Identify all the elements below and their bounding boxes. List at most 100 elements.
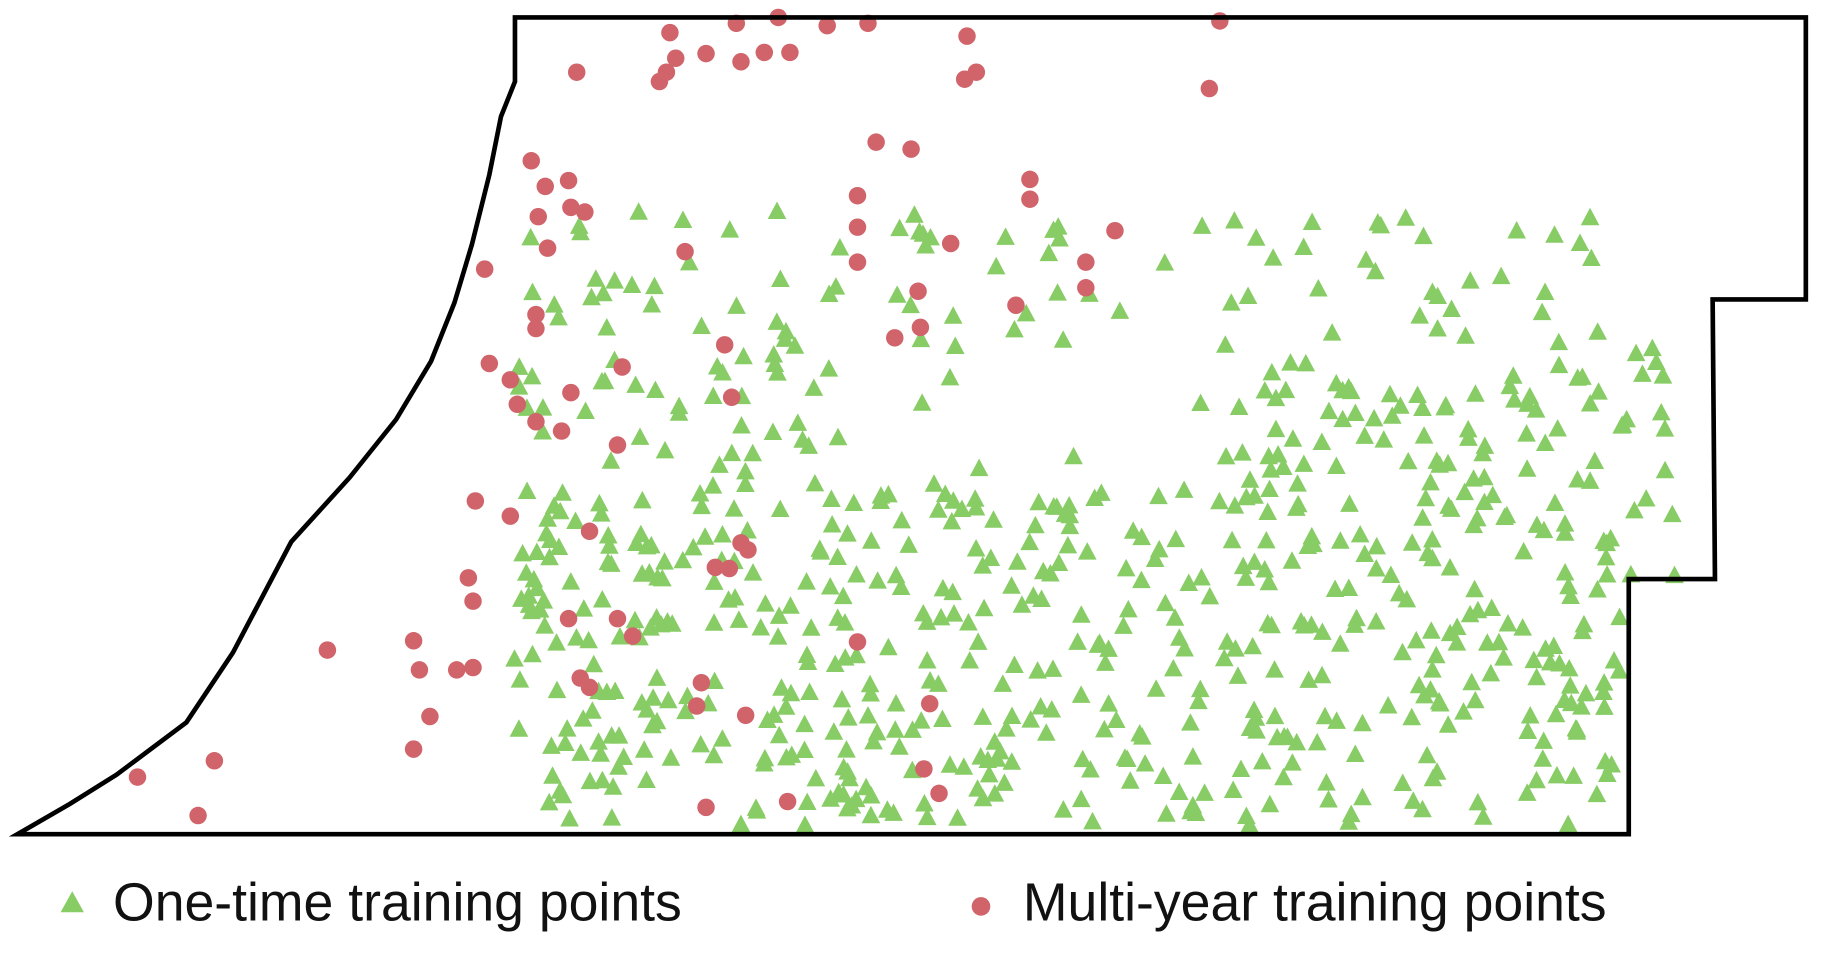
one-time-point: [1229, 397, 1249, 415]
one-time-point: [647, 711, 667, 730]
legend-label: Multi-year training points: [1023, 873, 1607, 933]
one-time-point: [561, 572, 581, 590]
one-time-point: [1574, 614, 1594, 633]
one-time-point: [933, 578, 953, 597]
one-time-point: [1327, 711, 1346, 729]
one-time-point: [1462, 672, 1482, 691]
one-time-point: [1287, 498, 1306, 516]
one-time-point: [1350, 524, 1370, 543]
one-time-point: [1355, 544, 1375, 562]
one-time-point: [527, 542, 547, 560]
one-time-point: [1169, 782, 1189, 800]
multi-year-point: [580, 678, 599, 697]
one-time-point: [805, 473, 825, 492]
one-time-point: [571, 222, 590, 241]
one-time-point: [1382, 406, 1402, 424]
multi-year-point: [676, 242, 694, 261]
one-time-point: [1243, 636, 1263, 655]
one-time-point: [1340, 494, 1359, 512]
one-time-point: [1036, 723, 1056, 741]
one-time-point: [981, 548, 1001, 567]
one-time-point: [523, 282, 542, 301]
one-time-point: [1456, 326, 1475, 344]
one-time-point: [871, 486, 891, 504]
one-time-point: [1441, 499, 1461, 517]
one-time-point: [1346, 403, 1365, 422]
one-time-point: [1238, 286, 1258, 305]
one-time-point: [945, 336, 965, 354]
one-time-point: [838, 524, 857, 542]
one-time-point: [647, 668, 667, 686]
one-time-point: [1464, 515, 1484, 534]
one-time-point: [1020, 532, 1039, 551]
one-time-point: [1589, 382, 1608, 400]
one-time-point: [673, 550, 693, 569]
one-time-point: [533, 422, 552, 440]
one-time-point: [1454, 702, 1473, 720]
one-time-point: [1331, 531, 1350, 549]
one-time-point: [527, 578, 547, 597]
one-time-point: [1421, 472, 1440, 491]
one-time-point: [1465, 690, 1485, 709]
one-time-point: [1302, 212, 1322, 231]
one-time-point: [1643, 338, 1662, 357]
one-time-point: [1555, 523, 1575, 541]
one-time-point: [1106, 710, 1126, 728]
one-time-point: [695, 527, 715, 545]
multi-year-point: [736, 706, 755, 725]
one-time-point: [804, 378, 824, 396]
one-time-point: [986, 256, 1006, 275]
one-time-point: [1366, 261, 1385, 280]
one-time-point: [844, 493, 864, 512]
one-time-point: [1503, 366, 1523, 384]
one-time-point: [1397, 589, 1417, 608]
one-time-point: [1339, 578, 1359, 597]
one-time-point: [523, 644, 542, 663]
one-time-point: [1585, 451, 1605, 469]
one-time-point: [1200, 586, 1220, 605]
one-time-point: [1291, 611, 1311, 630]
multi-year-point: [902, 140, 920, 158]
one-time-point: [1031, 697, 1050, 715]
one-time-point: [1330, 634, 1350, 652]
one-time-point: [767, 201, 787, 220]
one-time-point: [690, 484, 710, 502]
one-time-point: [1526, 400, 1546, 418]
one-time-point: [669, 403, 689, 421]
one-time-point: [1245, 552, 1264, 570]
one-time-point: [747, 801, 767, 819]
one-time-point: [767, 312, 787, 330]
one-time-point: [1002, 752, 1022, 770]
multi-year-point: [1021, 170, 1039, 189]
one-time-point: [513, 543, 532, 562]
multi-year-point: [464, 592, 482, 610]
one-time-point: [673, 210, 693, 228]
one-time-point: [838, 708, 858, 726]
one-time-point: [1081, 760, 1100, 778]
one-time-point: [1118, 599, 1138, 618]
one-time-point: [1580, 471, 1600, 489]
one-time-point: [1473, 443, 1493, 462]
one-time-point: [903, 720, 922, 738]
one-time-point: [1283, 753, 1302, 771]
one-time-point: [1653, 366, 1673, 384]
one-time-point: [878, 800, 897, 818]
one-time-point: [1043, 659, 1063, 677]
one-time-point: [1244, 700, 1264, 719]
one-time-point: [1225, 496, 1245, 514]
multi-year-point: [318, 641, 337, 659]
one-time-point: [557, 719, 577, 737]
one-time-point: [960, 651, 979, 669]
one-time-point: [543, 766, 562, 784]
one-time-point: [1566, 718, 1586, 737]
one-time-point: [519, 586, 539, 604]
one-time-point: [1083, 811, 1102, 830]
one-time-point: [785, 336, 805, 354]
one-time-point: [1626, 343, 1646, 362]
one-time-point: [1322, 323, 1342, 341]
one-time-point: [555, 733, 575, 752]
one-time-point: [535, 616, 555, 634]
multi-year-point: [848, 253, 867, 271]
multi-year-point: [623, 627, 642, 645]
one-time-point: [974, 598, 994, 617]
